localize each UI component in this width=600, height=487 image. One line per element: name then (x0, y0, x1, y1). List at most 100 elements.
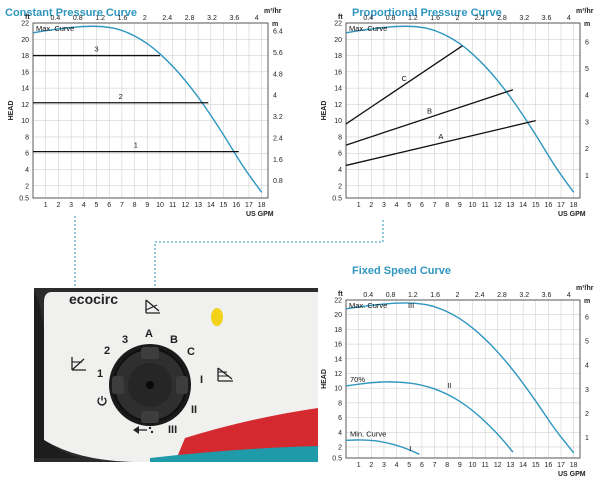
y-tick-label: 6 (338, 151, 342, 158)
chart-title: Constant Pressure Curve (5, 7, 137, 19)
x-tick-label: 18 (258, 202, 266, 209)
y-tick-label: 2 (25, 183, 29, 190)
series-curve (345, 381, 514, 453)
x-tick-label: 10 (469, 202, 477, 209)
x-tick-label: 13 (507, 462, 515, 469)
y-tick-label: 8 (25, 134, 29, 141)
x-tick-label: 15 (532, 462, 540, 469)
y-tick-label: 4 (338, 430, 342, 437)
x-tick-label: 6 (107, 202, 111, 209)
x-tick-label: 15 (220, 202, 228, 209)
series-tag: II (447, 381, 451, 390)
dial-label-ii: II (191, 404, 197, 416)
right-tick-label: 2 (585, 411, 589, 418)
dial-label-a: A (145, 328, 153, 340)
series-curve (345, 439, 420, 455)
x-tick-label: 17 (557, 462, 565, 469)
top-tick-label: 4 (567, 15, 571, 22)
y-tick-label: 18 (21, 53, 29, 60)
series-label: Max. Curve (36, 24, 74, 33)
series-label: 70% (350, 375, 365, 384)
indicator-led (211, 308, 223, 326)
top-tick-label: 4 (255, 15, 259, 22)
x-tick-label: 2 (56, 202, 60, 209)
y-tick-label: 6 (338, 415, 342, 422)
y-tick-label: 18 (334, 53, 342, 60)
top-tick-label: 1.2 (408, 292, 418, 299)
top-tick-label: 0.8 (73, 15, 83, 22)
top-tick-label: 3.2 (519, 15, 529, 22)
connector-proportional (154, 220, 384, 298)
series-line (345, 89, 514, 146)
plot-frame (345, 22, 581, 199)
right-tick-label: 4 (585, 93, 589, 100)
top-tick-label: 2.8 (497, 15, 507, 22)
x-tick-label: 17 (245, 202, 253, 209)
right-tick-label: 4 (585, 363, 589, 370)
power-icon (97, 396, 107, 406)
x-tick-label: 13 (507, 202, 515, 209)
right-tick-label: 3 (585, 387, 589, 394)
x-tick-label: 5 (407, 202, 411, 209)
x-tick-label: 6 (420, 202, 424, 209)
x-tick-label: 9 (145, 202, 149, 209)
x-tick-label: 5 (407, 462, 411, 469)
x-tick-label: 7 (120, 202, 124, 209)
right-tick-label: 3 (585, 119, 589, 126)
series-label: C (401, 74, 407, 83)
dial-center (146, 381, 154, 389)
right-tick-label: 0.8 (273, 178, 283, 185)
y-tick-label: 18 (334, 327, 342, 334)
right-tick-label: 5 (585, 66, 589, 73)
x-tick-label: 12 (182, 202, 190, 209)
dial-label-iii: III (168, 424, 177, 436)
y-tick-label: 16 (21, 69, 29, 76)
right-tick-label: 3.2 (273, 114, 283, 121)
x-tick-label: 13 (194, 202, 202, 209)
pump-controller: ecocirc 1 2 3 A B C I II III (34, 288, 318, 462)
y-axis-label: HEAD (321, 101, 328, 121)
x-tick-label: 15 (532, 202, 540, 209)
right-tick-label: 5 (585, 339, 589, 346)
y-tick-label: 12 (21, 102, 29, 109)
mode-dial[interactable] (109, 344, 191, 426)
x-tick-label: 4 (82, 202, 86, 209)
y-unit-right: m (584, 298, 590, 305)
y-axis-label: HEAD (321, 369, 328, 389)
series-label: Min. Curve (350, 429, 386, 438)
x-unit-top: m³/hr (264, 8, 282, 15)
x-tick-label: 10 (156, 202, 164, 209)
top-tick-label: 3.6 (542, 15, 552, 22)
top-tick-label: 2 (143, 15, 147, 22)
right-tick-label: 1.6 (273, 157, 283, 164)
y-unit-right: m (272, 21, 278, 28)
x-tick-label: 14 (207, 202, 215, 209)
x-tick-label: 10 (469, 462, 477, 469)
chart-grid (346, 299, 580, 459)
right-tick-label: 2.4 (273, 135, 283, 142)
top-tick-label: 1.2 (408, 15, 418, 22)
x-tick-label: 17 (557, 202, 565, 209)
series-curve (345, 302, 575, 454)
dial-label-c: C (187, 346, 195, 358)
right-tick-label: 1 (585, 173, 589, 180)
series-label: A (438, 132, 443, 141)
right-tick-label: 2 (585, 146, 589, 153)
x-tick-label: 3 (382, 202, 386, 209)
dial-label-2: 2 (104, 345, 110, 357)
top-tick-label: 0.4 (363, 292, 373, 299)
dial-label-3: 3 (122, 334, 128, 346)
plot-frame (345, 299, 581, 459)
y-tick-label: 0.5 (332, 456, 342, 463)
series-tag: I (409, 444, 411, 453)
y-unit-left: ft (25, 14, 30, 21)
brand-logo: ecocirc (69, 291, 118, 307)
y-tick-label: 8 (338, 400, 342, 407)
top-tick-label: 2.4 (475, 15, 485, 22)
x-tick-label: 14 (519, 462, 527, 469)
y-tick-label: 4 (25, 167, 29, 174)
x-axis-label: US GPM (558, 211, 586, 218)
